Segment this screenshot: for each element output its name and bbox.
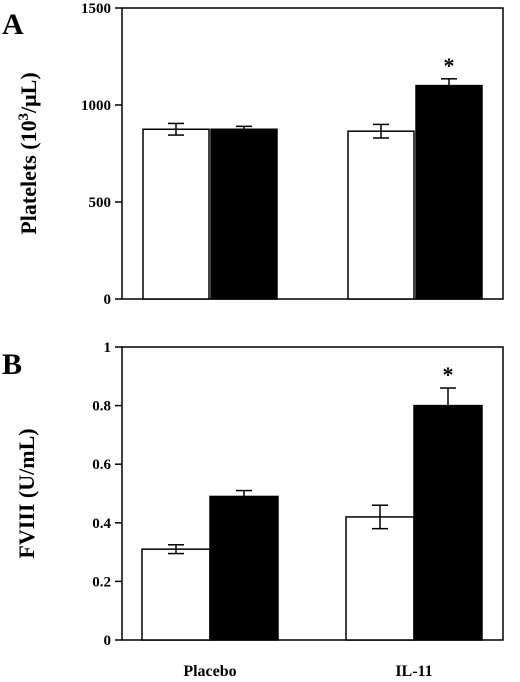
y-tick-label: 0.6: [92, 457, 111, 473]
bar-black: [209, 495, 279, 641]
bar-black: [415, 84, 483, 300]
y-tick-label: 0.8: [92, 399, 111, 415]
significance-marker: *: [444, 53, 455, 78]
y-tick-label: 1500: [81, 1, 111, 17]
significance-marker: *: [443, 362, 454, 387]
y-tick-label: 0.2: [92, 574, 111, 590]
bar-white: [347, 130, 415, 300]
y-axis-label: Platelets (103/μL): [16, 72, 41, 234]
y-axis-label: FVIII (U/mL): [14, 428, 39, 558]
category-label: IL-11: [395, 663, 432, 680]
panel-b: B 0 0.2 0.4 0.6 0.8 1 FVIII (U/mL) * Placebo IL-11: [2, 340, 504, 680]
y-tick-label: 1000: [81, 98, 111, 114]
y-tick-label: 1: [104, 340, 112, 356]
plot-frame: [121, 346, 504, 641]
plot-frame: [121, 7, 504, 300]
panel-letter: A: [2, 8, 24, 41]
panel-letter: B: [2, 348, 22, 381]
bar-white: [141, 548, 211, 641]
y-tick-label: 0: [104, 292, 112, 308]
bar-white: [345, 516, 415, 641]
y-tick-label: 0.4: [92, 516, 111, 532]
panel-a: A 0 500 1000 1500 Platelets (103/μL) *: [2, 1, 504, 308]
bar-white: [142, 128, 210, 300]
y-tick-label: 500: [89, 195, 112, 211]
y-tick-label: 0: [104, 633, 112, 649]
category-label: Placebo: [183, 663, 236, 680]
bar-black: [210, 128, 278, 300]
bar-black: [413, 404, 483, 641]
